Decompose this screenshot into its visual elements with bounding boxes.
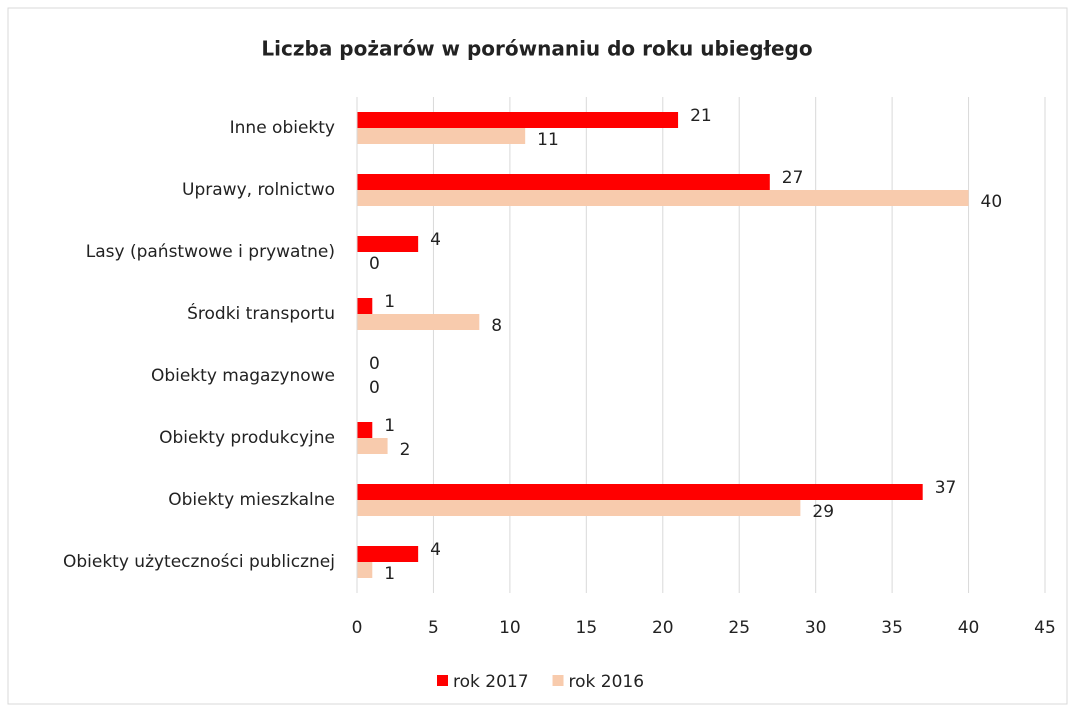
x-tick-label: 15	[576, 618, 598, 638]
bar	[357, 298, 373, 314]
legend-swatch	[437, 675, 448, 686]
legend-label: rok 2017	[453, 672, 529, 692]
x-tick-label: 5	[428, 618, 439, 638]
y-tick-label: Obiekty produkcyjne	[159, 428, 335, 448]
data-label: 1	[384, 416, 395, 436]
x-tick-label: 40	[958, 618, 980, 638]
bar	[357, 500, 801, 516]
data-label: 0	[369, 378, 380, 398]
data-label: 1	[384, 564, 395, 584]
y-tick-label: Inne obiekty	[230, 118, 335, 138]
data-label: 2	[400, 440, 411, 460]
y-tick-label: Obiekty magazynowe	[151, 366, 335, 386]
bar	[357, 112, 679, 128]
bar	[357, 546, 419, 562]
data-label: 1	[384, 292, 395, 312]
data-label: 37	[935, 478, 957, 498]
data-label: 4	[430, 230, 441, 250]
y-tick-label: Lasy (państwowe i prywatne)	[86, 242, 335, 262]
x-tick-label: 20	[652, 618, 674, 638]
y-tick-label: Obiekty użyteczności publicznej	[63, 552, 335, 572]
data-label: 40	[981, 192, 1003, 212]
x-tick-label: 25	[728, 618, 750, 638]
bar	[357, 422, 373, 438]
y-tick-label: Obiekty mieszkalne	[168, 490, 335, 510]
bar	[357, 438, 388, 454]
x-tick-label: 35	[881, 618, 903, 638]
x-tick-label: 0	[352, 618, 363, 638]
data-label: 8	[491, 316, 502, 336]
data-label: 11	[537, 130, 559, 150]
data-label: 0	[369, 254, 380, 274]
x-tick-label: 30	[805, 618, 827, 638]
data-label: 27	[782, 168, 804, 188]
bar	[357, 190, 969, 206]
data-label: 21	[690, 106, 712, 126]
y-tick-label: Uprawy, rolnictwo	[182, 180, 335, 200]
legend-swatch	[552, 675, 564, 686]
data-label: 29	[812, 502, 834, 522]
data-label: 0	[369, 354, 380, 374]
bar	[357, 174, 770, 190]
x-tick-label: 45	[1034, 618, 1056, 638]
bar	[357, 562, 373, 578]
bar	[357, 128, 526, 144]
data-label: 4	[430, 540, 441, 560]
chart-title: Liczba pożarów w porównaniu do roku ubie…	[261, 37, 812, 61]
x-tick-label: 10	[499, 618, 521, 638]
y-tick-label: Środki transportu	[187, 302, 335, 324]
bar	[357, 314, 480, 330]
bar	[357, 236, 419, 252]
legend-label: rok 2016	[569, 672, 645, 692]
bar	[357, 484, 923, 500]
